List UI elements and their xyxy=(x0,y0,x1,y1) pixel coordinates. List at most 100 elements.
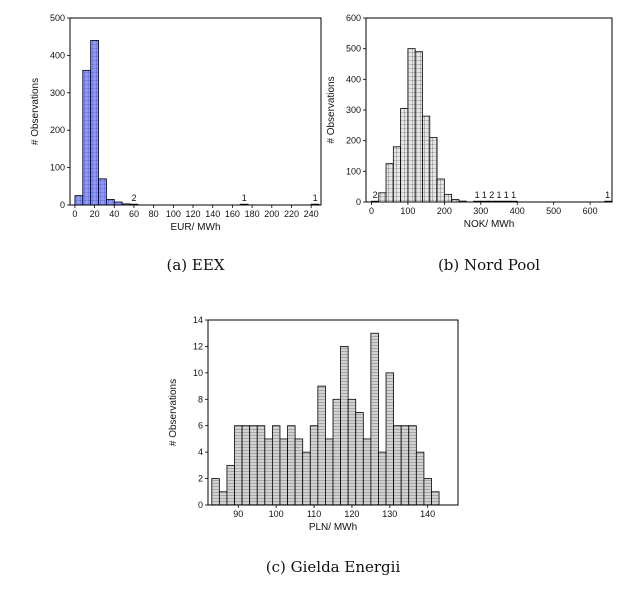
histogram-bar xyxy=(408,425,417,506)
histogram-bar xyxy=(422,115,431,203)
y-tick-label: 300 xyxy=(346,105,361,115)
y-tick-label: 8 xyxy=(198,394,203,404)
histogram-bar xyxy=(509,200,518,203)
y-tick-label: 12 xyxy=(193,341,203,351)
histogram-bar xyxy=(74,195,84,206)
bar-count-label: 2 xyxy=(131,193,136,203)
y-axis-label: # Observations xyxy=(326,76,337,143)
bar-count-label: 2 xyxy=(489,190,494,200)
y-axis-label: # Observations xyxy=(168,379,179,446)
histogram-bar xyxy=(431,491,440,506)
x-tick-label: 60 xyxy=(129,209,139,219)
histogram-bar xyxy=(249,425,258,506)
histogram-bar xyxy=(371,200,380,203)
histogram-bar xyxy=(325,438,334,506)
histogram-bar xyxy=(310,203,320,206)
histogram-bar xyxy=(378,192,387,203)
histogram-bar xyxy=(241,425,251,506)
histogram-bar xyxy=(414,51,423,203)
histogram-bar xyxy=(423,478,432,506)
histogram-bar xyxy=(294,438,304,506)
bar-count-label: 1 xyxy=(475,190,480,200)
x-tick-label: 300 xyxy=(473,206,488,216)
histogram-bar xyxy=(458,200,467,203)
histogram-bar xyxy=(234,425,243,506)
histogram-bar xyxy=(279,438,288,506)
x-tick-label: 120 xyxy=(344,509,359,519)
x-tick-label: 180 xyxy=(245,209,260,219)
chart-caption: (a) EEX xyxy=(167,256,225,274)
histogram-bar xyxy=(443,193,453,203)
y-tick-label: 200 xyxy=(346,136,361,146)
histogram-bar xyxy=(407,48,416,203)
y-axis-label: # Observations xyxy=(30,78,41,145)
x-tick-label: 160 xyxy=(225,209,240,219)
histogram-bar xyxy=(487,200,496,203)
histogram-bar xyxy=(355,412,364,506)
x-axis-label: EUR/ MWh xyxy=(171,222,221,233)
x-tick-label: 130 xyxy=(382,509,397,519)
histogram-bar xyxy=(400,425,410,506)
x-tick-label: 90 xyxy=(233,509,243,519)
x-tick-label: 20 xyxy=(90,209,100,219)
x-axis-label: PLN/ MWh xyxy=(309,522,357,533)
chart-gielda-energii: 90 100 110 120 130 140 0 2 4 6 8 10 12 14 PLN/ MWh # Ob… xyxy=(168,315,459,576)
x-tick-label: 140 xyxy=(205,209,220,219)
histogram-bar xyxy=(226,464,235,506)
bar-count-label: 1 xyxy=(497,190,502,200)
x-tick-label: 140 xyxy=(420,509,435,519)
y-tick-label: 500 xyxy=(50,13,65,23)
histogram-bar xyxy=(340,346,349,506)
histogram-bar xyxy=(604,200,613,203)
histogram-bar xyxy=(362,438,372,506)
histogram-bar xyxy=(129,203,139,206)
histogram-bar xyxy=(494,200,504,203)
histogram-bar xyxy=(400,108,409,203)
x-tick-label: 80 xyxy=(149,209,159,219)
y-tick-label: 100 xyxy=(50,163,65,173)
histogram-bar xyxy=(378,451,387,506)
histogram-bar xyxy=(347,398,357,506)
y-tick-label: 0 xyxy=(198,500,203,510)
bar-count-label: 2 xyxy=(373,190,378,200)
y-tick-label: 10 xyxy=(193,368,203,378)
histogram-bar xyxy=(113,201,123,206)
x-tick-label: 0 xyxy=(369,206,374,216)
y-tick-label: 0 xyxy=(356,197,361,207)
x-tick-label: 40 xyxy=(109,209,119,219)
x-tick-label: 100 xyxy=(400,206,415,216)
x-tick-label: 200 xyxy=(264,209,279,219)
y-tick-label: 400 xyxy=(50,50,65,60)
x-tick-label: 500 xyxy=(546,206,561,216)
histogram-bar xyxy=(385,163,394,203)
histogram-bar xyxy=(302,451,311,506)
histogram-bar xyxy=(317,385,326,506)
histogram-bar xyxy=(415,451,425,506)
histogram-bar xyxy=(287,425,296,506)
x-tick-label: 400 xyxy=(510,206,525,216)
histogram-bar xyxy=(309,425,319,506)
histogram-bar xyxy=(429,137,438,203)
bar-count-label: 1 xyxy=(605,190,610,200)
x-tick-label: 220 xyxy=(284,209,299,219)
y-tick-label: 100 xyxy=(346,166,361,176)
chart-eex: 0 20 40 60 80 100 120 140 160 180 200 220 2400100200… xyxy=(30,13,322,274)
x-tick-label: 200 xyxy=(437,206,452,216)
x-tick-label: 120 xyxy=(186,209,201,219)
x-tick-label: 600 xyxy=(583,206,598,216)
chart-caption: (c) Gielda Energii xyxy=(266,558,401,576)
x-tick-label: 0 xyxy=(72,209,77,219)
histogram-bar xyxy=(211,478,220,506)
y-tick-label: 300 xyxy=(50,88,65,98)
y-tick-label: 500 xyxy=(346,44,361,54)
histogram-bar xyxy=(451,199,460,203)
histogram-bar xyxy=(473,200,482,203)
x-tick-label: 100 xyxy=(269,509,284,519)
histogram-bar xyxy=(392,146,402,203)
histogram-bar xyxy=(332,398,341,506)
histogram-bar xyxy=(385,372,395,506)
y-tick-label: 400 xyxy=(346,74,361,84)
x-tick-label: 110 xyxy=(307,509,321,519)
